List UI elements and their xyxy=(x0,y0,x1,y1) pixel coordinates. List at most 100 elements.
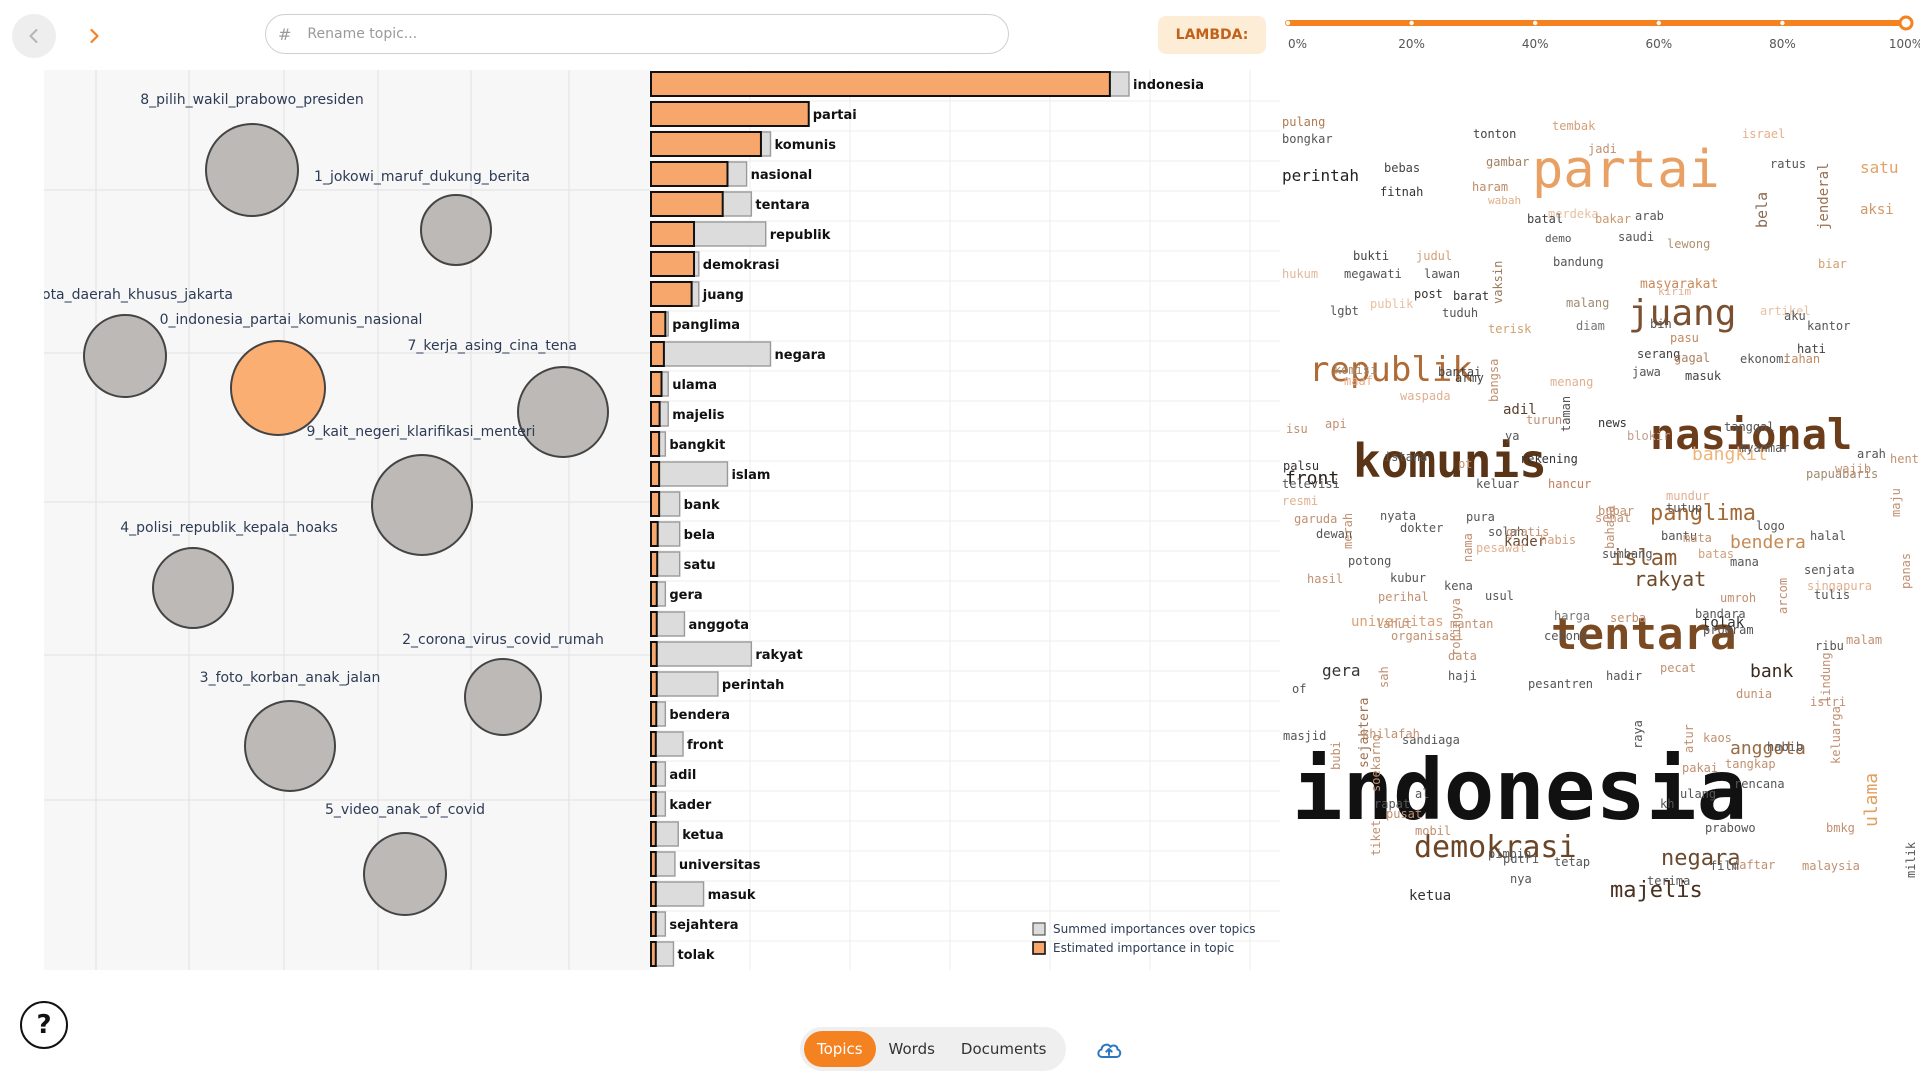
tab-topics[interactable]: Topics xyxy=(804,1031,876,1067)
cloud-word[interactable]: bantai xyxy=(1438,365,1482,379)
cloud-word[interactable]: raya xyxy=(1631,719,1645,749)
cloud-word[interactable]: lewong xyxy=(1667,237,1711,251)
estimated-importance-bar[interactable] xyxy=(650,941,657,967)
cloud-word[interactable]: mana xyxy=(1730,555,1759,569)
cloud-word[interactable]: bank xyxy=(1750,661,1794,682)
cloud-word[interactable]: publik xyxy=(1370,297,1414,311)
cloud-word[interactable]: solah xyxy=(1488,525,1525,539)
topic-bubble[interactable] xyxy=(464,658,542,736)
cloud-word[interactable]: serba xyxy=(1610,611,1647,625)
cloud-word[interactable]: tentara xyxy=(1551,609,1737,660)
cloud-word[interactable]: anggota xyxy=(1730,738,1806,759)
cloud-word[interactable]: wajib xyxy=(1835,462,1872,476)
cloud-word[interactable]: merah xyxy=(1341,512,1355,549)
cloud-word[interactable]: pesantren xyxy=(1528,677,1594,691)
cloud-word[interactable]: bin xyxy=(1650,317,1672,331)
cloud-word[interactable]: ulama xyxy=(1861,772,1882,827)
cloud-word[interactable]: istana xyxy=(1384,450,1428,464)
estimated-importance-bar[interactable] xyxy=(650,731,657,757)
cloud-word[interactable]: pakai xyxy=(1682,761,1719,775)
cloud-word[interactable]: arah xyxy=(1857,447,1886,461)
cloud-word[interactable]: kena xyxy=(1444,579,1473,593)
cloud-word[interactable]: adil xyxy=(1503,402,1537,418)
cloud-word[interactable]: putri xyxy=(1503,852,1540,866)
cloud-word[interactable]: keluar xyxy=(1476,477,1520,491)
cloud-word[interactable]: harga xyxy=(1554,609,1591,623)
lambda-handle[interactable] xyxy=(1898,15,1914,31)
estimated-importance-bar[interactable] xyxy=(650,371,663,397)
cloud-word[interactable]: lawan xyxy=(1424,267,1461,281)
cloud-word[interactable]: keluarga xyxy=(1829,705,1843,764)
cloud-word[interactable]: tiket xyxy=(1369,819,1383,856)
estimated-importance-bar[interactable] xyxy=(650,71,1111,97)
cloud-word[interactable]: malaysia xyxy=(1802,859,1860,873)
cloud-word[interactable]: mundur xyxy=(1666,489,1710,503)
estimated-importance-bar[interactable] xyxy=(650,461,661,487)
cloud-word[interactable]: panas xyxy=(1899,552,1913,589)
cloud-word[interactable]: senjata xyxy=(1804,563,1855,577)
cloud-word[interactable]: judul xyxy=(1416,249,1453,263)
tab-documents[interactable]: Documents xyxy=(960,1040,1047,1058)
cloud-word[interactable]: hancur xyxy=(1548,477,1592,491)
cloud-word[interactable]: logo xyxy=(1756,519,1785,533)
cloud-word[interactable]: bandung xyxy=(1553,255,1604,269)
cloud-word[interactable]: bubar xyxy=(1598,504,1635,518)
cloud-word[interactable]: barat xyxy=(1453,289,1490,303)
cloud-word[interactable]: tembak xyxy=(1552,119,1596,133)
cloud-word[interactable]: indonesia xyxy=(1292,741,1748,839)
cloud-word[interactable]: arab xyxy=(1635,209,1664,223)
estimated-importance-bar[interactable] xyxy=(650,341,665,367)
cloud-word[interactable]: perintah xyxy=(1282,166,1360,185)
cloud-word[interactable]: israel xyxy=(1742,127,1786,141)
cloud-word[interactable]: kaos xyxy=(1703,731,1732,745)
cloud-word[interactable]: rakyat xyxy=(1634,567,1707,591)
cloud-word[interactable]: rapat xyxy=(1374,797,1411,811)
cloud-word[interactable]: taman xyxy=(1559,395,1573,432)
cloud-word[interactable]: gratis xyxy=(1506,525,1550,539)
cloud-word[interactable]: menang xyxy=(1550,375,1594,389)
topic-bubble[interactable] xyxy=(205,123,299,217)
cloud-word[interactable]: megawati xyxy=(1344,267,1402,281)
cloud-word[interactable]: sehat xyxy=(1595,511,1632,525)
cloud-word[interactable]: juang xyxy=(1628,293,1737,334)
estimated-importance-bar[interactable] xyxy=(650,611,658,637)
cloud-word[interactable]: hati xyxy=(1797,342,1826,356)
estimated-importance-bar[interactable] xyxy=(650,161,729,187)
cloud-word[interactable]: hasil xyxy=(1307,572,1344,586)
cloud-word[interactable]: bukti xyxy=(1353,249,1390,263)
cloud-word[interactable]: aksi xyxy=(1860,202,1894,218)
cloud-word[interactable]: pusat xyxy=(1386,807,1423,821)
tab-words[interactable]: Words xyxy=(888,1040,935,1058)
estimated-importance-bar[interactable] xyxy=(650,851,657,877)
topic-bubble[interactable] xyxy=(517,366,609,458)
topic-bubble[interactable] xyxy=(230,340,326,436)
cloud-word[interactable]: perihal xyxy=(1378,590,1429,604)
estimated-importance-bar[interactable] xyxy=(650,761,657,787)
cloud-word[interactable]: haji xyxy=(1448,669,1477,683)
cloud-word[interactable]: khilafah xyxy=(1362,727,1420,741)
estimated-importance-bar[interactable] xyxy=(650,581,658,607)
cloud-word[interactable]: isu xyxy=(1286,422,1308,436)
cloud-word[interactable]: masuk xyxy=(1685,369,1722,383)
cloud-word[interactable]: demokrasi xyxy=(1414,830,1577,865)
cloud-word[interactable]: prabowo xyxy=(1705,821,1756,835)
cloud-word[interactable]: palsu xyxy=(1283,459,1320,473)
cloud-word[interactable]: front xyxy=(1285,468,1340,489)
topic-bubble[interactable] xyxy=(420,194,492,266)
topic-bubble[interactable] xyxy=(363,832,447,916)
cloud-word[interactable]: biar xyxy=(1818,257,1847,271)
cloud-word[interactable]: jadi xyxy=(1588,142,1617,156)
estimated-importance-bar[interactable] xyxy=(650,701,658,727)
cloud-word[interactable]: pura xyxy=(1466,510,1495,524)
cloud-word[interactable]: tulis xyxy=(1814,588,1851,602)
cloud-word[interactable]: nya xyxy=(1510,872,1532,886)
cloud-word[interactable]: rencana xyxy=(1734,777,1785,791)
cloud-word[interactable]: fitnah xyxy=(1380,185,1424,199)
cloud-word[interactable]: kader xyxy=(1504,534,1547,550)
cloud-word[interactable]: habib xyxy=(1767,740,1804,754)
cloud-word[interactable]: bangsa xyxy=(1487,358,1501,403)
help-button[interactable]: ? xyxy=(20,1001,68,1049)
cloud-word[interactable]: lindung xyxy=(1819,652,1833,704)
cloud-word[interactable]: komunis xyxy=(1353,434,1547,488)
summed-importance-bar[interactable] xyxy=(650,341,772,367)
